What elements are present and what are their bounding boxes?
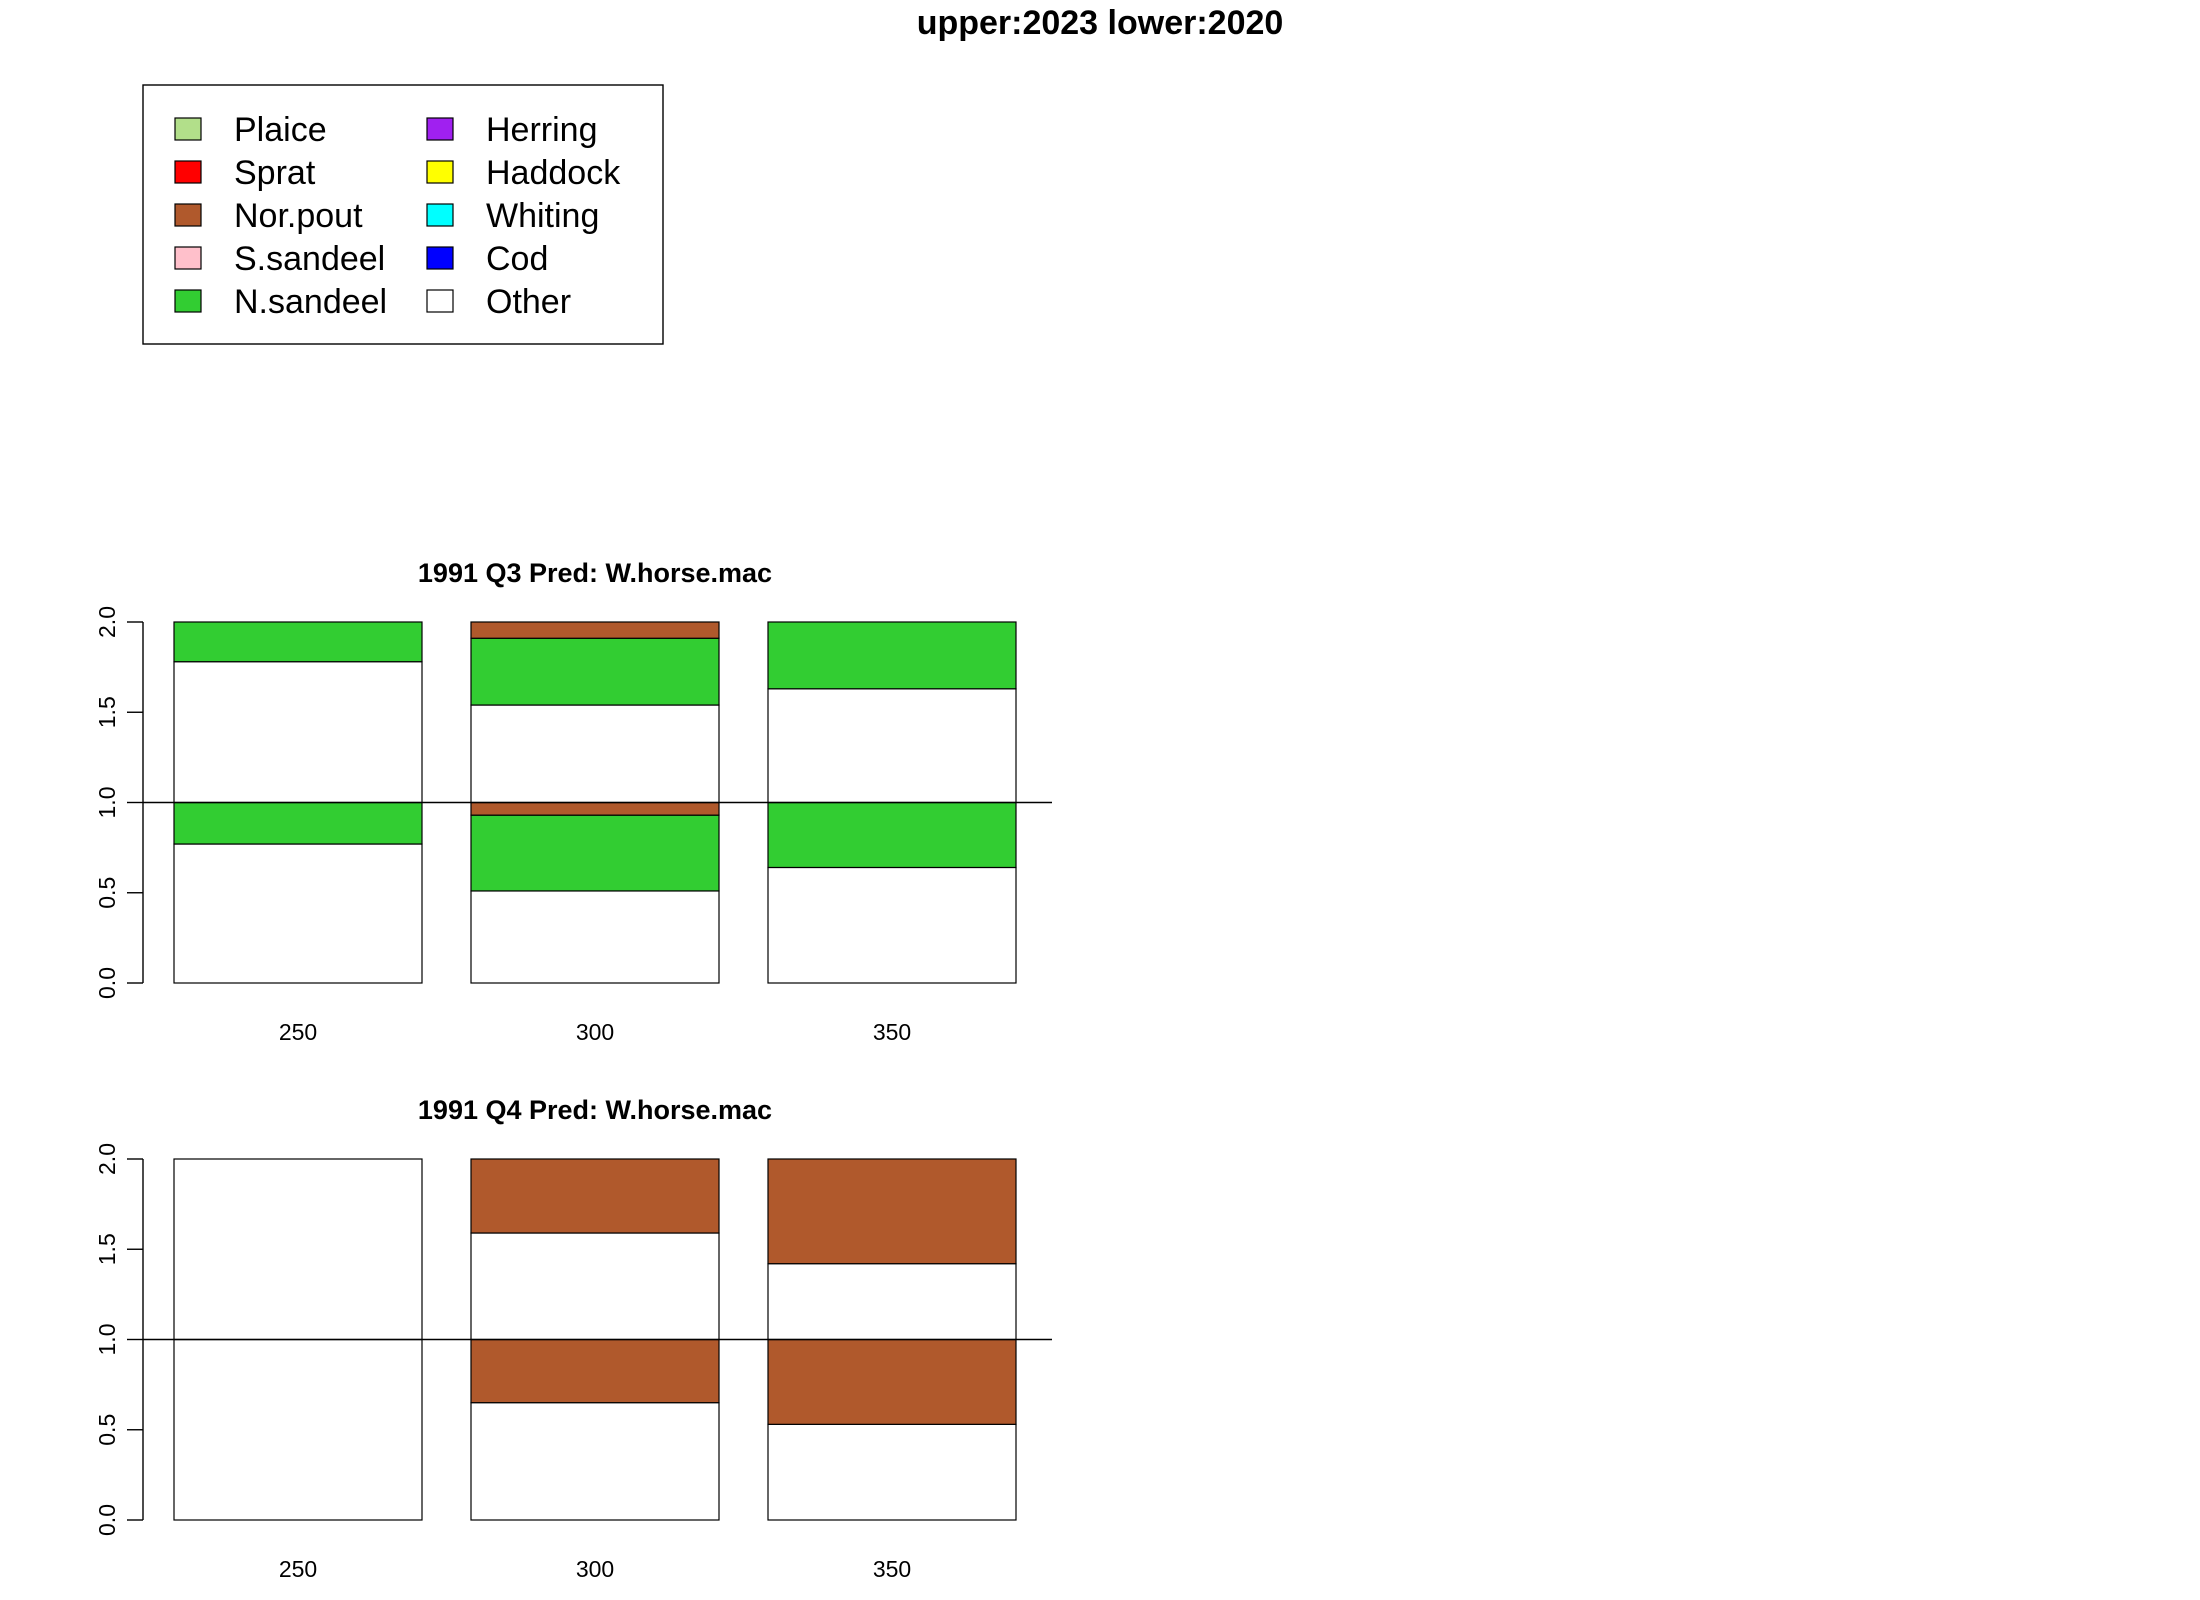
bar-lower-n-sandeel-350 <box>767 801 1017 869</box>
legend-label-sprat: Sprat <box>234 154 316 192</box>
legend-box <box>142 84 664 345</box>
x-tick-label: 300 <box>576 1019 614 1045</box>
legend-item-whiting: Whiting <box>426 197 599 235</box>
y-tick-label: 0.0 <box>94 967 120 999</box>
legend-label-other: Other <box>486 283 571 321</box>
x-tick-label: 300 <box>576 1556 614 1582</box>
x-tick-label: 350 <box>873 1556 911 1582</box>
legend-item-sprat: Sprat <box>174 154 316 192</box>
legend-label-n-sandeel: N.sandeel <box>234 283 387 321</box>
bar-lower-n-sandeel-250 <box>173 801 423 845</box>
bar-lower-other-250 <box>173 1338 423 1521</box>
legend-swatch-s-sandeel <box>174 246 202 270</box>
bar-lower-nor-pout-300 <box>470 801 720 816</box>
bar-upper-other-350 <box>767 688 1017 804</box>
legend-item-herring: Herring <box>426 111 597 149</box>
legend-swatch-cod <box>426 246 454 270</box>
bar-lower-other-350 <box>767 866 1017 984</box>
legend-label-whiting: Whiting <box>486 197 599 235</box>
bar-lower-other-250 <box>173 843 423 984</box>
legend: Plaice Sprat Nor.pout S.sandeel N.sandeel Her… <box>142 84 664 345</box>
bar-upper-n-sandeel-300 <box>470 637 720 706</box>
panel-title: 1991 Q4 Pred: W.horse.mac <box>418 1095 772 1125</box>
bar-upper-other-350 <box>767 1263 1017 1341</box>
legend-item-cod: Cod <box>426 240 548 278</box>
x-tick-label: 250 <box>279 1556 317 1582</box>
legend-label-s-sandeel: S.sandeel <box>234 240 385 278</box>
page-title: upper:2023 lower:2020 <box>917 4 1284 42</box>
legend-item-other: Other <box>426 283 571 321</box>
bar-lower-other-350 <box>767 1423 1017 1521</box>
bar-lower-n-sandeel-300 <box>470 814 720 892</box>
x-tick-label: 350 <box>873 1019 911 1045</box>
y-tick-label: 2.0 <box>94 1143 120 1175</box>
legend-swatch-sprat <box>174 160 202 184</box>
bar-upper-n-sandeel-350 <box>767 621 1017 690</box>
bar-lower-other-300 <box>470 1402 720 1521</box>
y-tick-label: 0.5 <box>94 877 120 909</box>
legend-item-haddock: Haddock <box>426 154 621 192</box>
legend-items: Plaice Sprat Nor.pout S.sandeel N.sandeel Her… <box>174 111 621 321</box>
bar-upper-other-300 <box>470 1232 720 1341</box>
panel-q4: 1991 Q4 Pred: W.horse.mac 0.0 0.5 1.0 1.5 2.0… <box>94 1095 1052 1582</box>
legend-item-plaice: Plaice <box>174 111 327 149</box>
legend-item-s-sandeel: S.sandeel <box>174 240 385 278</box>
legend-swatch-plaice <box>174 117 202 141</box>
bar-upper-nor-pout-300 <box>470 621 720 639</box>
y-tick-label: 1.5 <box>94 696 120 728</box>
y-tick-label: 1.0 <box>94 1324 120 1356</box>
legend-label-herring: Herring <box>486 111 597 149</box>
panel-title: 1991 Q3 Pred: W.horse.mac <box>418 558 772 588</box>
bar-upper-other-300 <box>470 704 720 804</box>
legend-label-haddock: Haddock <box>486 154 621 192</box>
legend-swatch-n-sandeel <box>174 289 202 313</box>
bar-lower-other-300 <box>470 890 720 984</box>
bar-upper-other-250 <box>173 1158 423 1341</box>
legend-swatch-haddock <box>426 160 454 184</box>
legend-label-nor-pout: Nor.pout <box>234 197 363 235</box>
legend-label-cod: Cod <box>486 240 548 278</box>
x-tick-label: 250 <box>279 1019 317 1045</box>
legend-swatch-nor-pout <box>174 203 202 227</box>
legend-label-plaice: Plaice <box>234 111 327 149</box>
bar-upper-n-sandeel-250 <box>173 621 423 663</box>
y-tick-label: 2.0 <box>94 606 120 638</box>
y-tick-label: 0.0 <box>94 1504 120 1536</box>
legend-swatch-other <box>426 289 454 313</box>
bar-upper-nor-pout-300 <box>470 1158 720 1234</box>
legend-item-nor-pout: Nor.pout <box>174 197 363 235</box>
bar-lower-nor-pout-350 <box>767 1338 1017 1425</box>
panel-q3: 1991 Q3 Pred: W.horse.mac 0.0 0.5 1.0 1.5 2.0… <box>94 558 1052 1045</box>
y-tick-label: 1.0 <box>94 787 120 819</box>
y-tick-label: 0.5 <box>94 1414 120 1446</box>
legend-item-n-sandeel: N.sandeel <box>174 283 387 321</box>
bar-upper-nor-pout-350 <box>767 1158 1017 1265</box>
legend-swatch-whiting <box>426 203 454 227</box>
bar-upper-other-250 <box>173 661 423 804</box>
legend-swatch-herring <box>426 117 454 141</box>
bar-lower-nor-pout-300 <box>470 1338 720 1404</box>
y-tick-label: 1.5 <box>94 1233 120 1265</box>
